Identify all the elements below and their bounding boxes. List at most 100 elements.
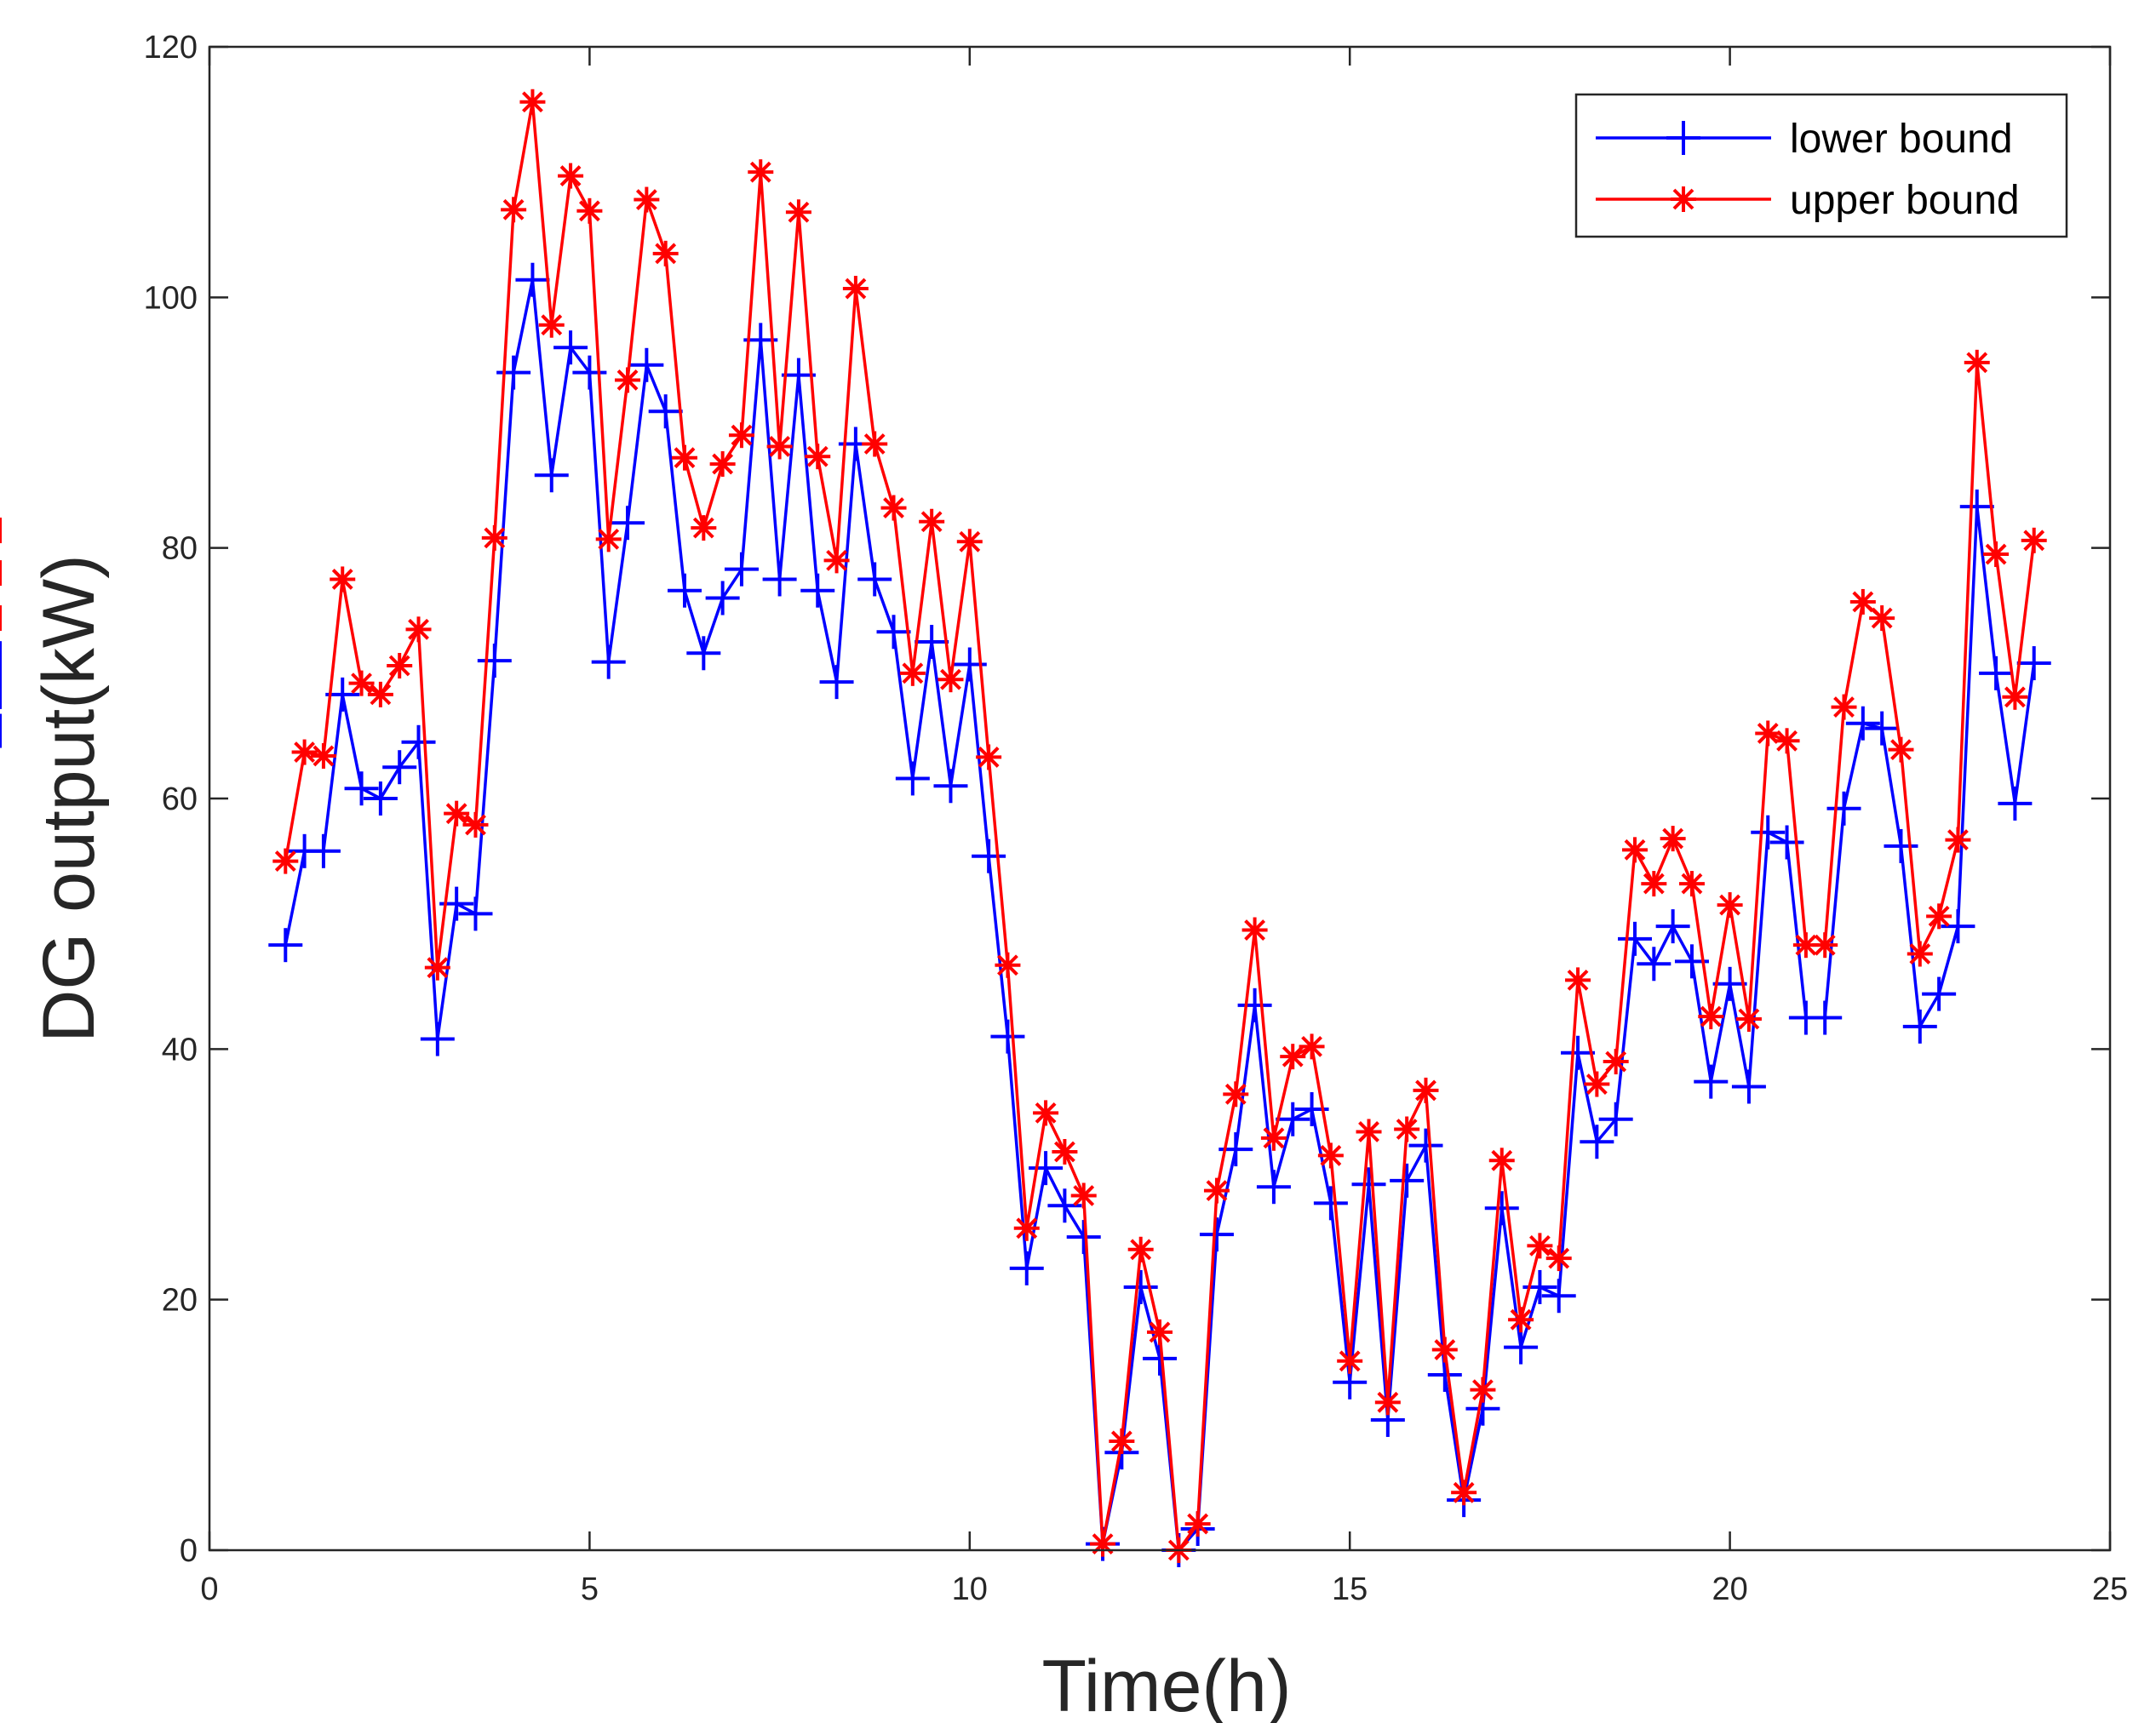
data-point-lower-bound-77 [1731, 1069, 1766, 1104]
data-point-upper-bound-60-d2 [1415, 1079, 1436, 1102]
data-point-upper-bound-87-d2 [1928, 905, 1950, 927]
data-point-upper-bound-69 [1584, 1071, 1610, 1097]
data-point-upper-bound-91-d2 [2004, 686, 2026, 708]
data-point-upper-bound-32 [880, 495, 907, 521]
data-point-upper-bound-49-d2 [1206, 1180, 1228, 1202]
x-tick-label-25: 25 [2092, 1571, 2128, 1607]
data-point-upper-bound-5 [367, 681, 393, 707]
data-point-upper-bound-86 [1907, 941, 1933, 967]
data-point-upper-bound-0-d2 [274, 850, 296, 872]
data-point-upper-bound-15 [558, 163, 584, 189]
data-point-upper-bound-10-d2 [465, 814, 486, 836]
data-point-upper-bound-5-d2 [370, 684, 392, 706]
data-point-upper-bound-28 [805, 444, 831, 470]
data-point-upper-bound-20-d2 [655, 243, 677, 265]
data-point-upper-bound-54-d2 [1301, 1035, 1322, 1057]
data-point-lower-bound-23 [705, 581, 740, 615]
data-point-lower-bound-12 [496, 355, 531, 390]
data-point-upper-bound-90 [1983, 541, 2010, 568]
data-point-lower-bound-6 [382, 750, 417, 785]
data-point-upper-bound-65 [1508, 1307, 1534, 1333]
data-point-upper-bound-84-d2 [1871, 607, 1893, 629]
data-point-lower-bound-81 [1808, 1000, 1843, 1035]
legend-marker-upper-bound [1671, 186, 1696, 212]
data-point-lower-bound-61 [1427, 1357, 1462, 1392]
data-point-upper-bound-57 [1356, 1119, 1382, 1145]
y-axis-title: DG output(kW) [28, 554, 110, 1042]
data-point-lower-bound-86 [1902, 1009, 1937, 1044]
data-point-upper-bound-51-d2 [1244, 919, 1266, 941]
data-point-upper-bound-11-d2 [484, 527, 506, 549]
data-point-upper-bound-9 [444, 800, 470, 827]
data-point-lower-bound-16 [572, 355, 607, 390]
data-point-lower-bound-5 [363, 781, 398, 816]
data-point-upper-bound-50 [1223, 1081, 1249, 1108]
data-point-upper-bound-49 [1203, 1177, 1230, 1204]
data-point-upper-bound-62-d2 [1453, 1481, 1475, 1503]
data-point-lower-bound-53 [1276, 1102, 1310, 1136]
data-point-upper-bound-7-d2 [408, 618, 429, 640]
data-point-upper-bound-25-d2 [749, 161, 771, 183]
data-point-lower-bound-91 [1998, 786, 2033, 821]
x-tick-label-10: 10 [952, 1571, 988, 1607]
data-point-upper-bound-41 [1052, 1139, 1078, 1165]
legend-box [1574, 93, 2068, 238]
data-point-lower-bound-70 [1598, 1102, 1633, 1136]
data-point-upper-bound-68-d2 [1567, 969, 1589, 991]
data-point-upper-bound-40-d2 [1035, 1102, 1057, 1124]
data-point-lower-bound-69 [1580, 1125, 1614, 1159]
plot-area [0, 89, 2051, 1567]
legend-marker-upper-bound-d2 [1672, 188, 1694, 210]
data-point-upper-bound-29-d2 [826, 549, 847, 571]
data-point-upper-bound-50-d2 [1224, 1083, 1247, 1105]
y-tick-label-0: 0 [180, 1533, 198, 1569]
data-point-upper-bound-18 [615, 367, 641, 393]
data-point-lower-bound-85 [1884, 828, 1918, 863]
data-point-upper-bound-55-d2 [1320, 1145, 1342, 1166]
data-point-upper-bound-86-d2 [1909, 943, 1931, 965]
data-point-upper-bound-25 [748, 159, 774, 186]
data-point-upper-bound-67-d2 [1548, 1247, 1570, 1269]
data-point-upper-bound-83 [1849, 588, 1876, 615]
data-point-upper-bound-40 [1033, 1100, 1059, 1126]
data-point-upper-bound-34 [919, 508, 945, 535]
x-tick-label-0: 0 [200, 1571, 218, 1607]
data-point-upper-bound-31 [862, 431, 888, 457]
data-point-lower-bound-59 [1390, 1163, 1425, 1198]
data-point-upper-bound-2-d2 [313, 745, 335, 767]
data-point-upper-bound-33-d2 [902, 662, 924, 684]
data-point-lower-bound-65 [1504, 1330, 1539, 1365]
data-point-upper-bound-66-d2 [1528, 1234, 1551, 1256]
data-point-lower-bound-83 [1845, 706, 1880, 741]
data-point-upper-bound-63-d2 [1472, 1379, 1494, 1401]
data-point-lower-bound-20 [648, 394, 683, 429]
data-point-upper-bound-63 [1470, 1377, 1496, 1403]
data-point-upper-bound-69-d2 [1585, 1073, 1608, 1095]
data-point-upper-bound-12 [501, 197, 527, 223]
data-point-upper-bound-39 [1013, 1215, 1040, 1241]
data-point-upper-bound-37 [976, 744, 1002, 770]
data-point-upper-bound-91 [2002, 684, 2028, 710]
data-point-upper-bound-81 [1812, 932, 1838, 959]
data-point-upper-bound-43 [1090, 1531, 1116, 1557]
data-point-upper-bound-68 [1565, 967, 1591, 993]
data-point-lower-bound-75 [1694, 1064, 1729, 1099]
data-point-upper-bound-61 [1431, 1337, 1458, 1363]
data-point-upper-bound-88 [1945, 827, 1971, 853]
data-point-upper-bound-38-d2 [997, 954, 1018, 976]
data-point-lower-bound-34 [915, 625, 949, 660]
data-point-lower-bound-60 [1408, 1128, 1443, 1163]
data-point-lower-bound-84 [1865, 711, 1900, 746]
data-point-lower-bound-89 [1959, 489, 1994, 524]
data-point-upper-bound-75-d2 [1700, 1005, 1722, 1028]
data-point-upper-bound-3 [330, 566, 356, 592]
data-point-upper-bound-52-d2 [1263, 1127, 1285, 1149]
data-point-upper-bound-45 [1127, 1236, 1154, 1262]
data-point-upper-bound-39-d2 [1016, 1217, 1038, 1239]
data-point-lower-bound-14 [534, 458, 569, 493]
data-point-upper-bound-1-d2 [294, 741, 316, 763]
data-point-upper-bound-36 [956, 529, 983, 555]
data-point-upper-bound-24 [728, 422, 754, 449]
data-point-upper-bound-54 [1299, 1033, 1325, 1060]
